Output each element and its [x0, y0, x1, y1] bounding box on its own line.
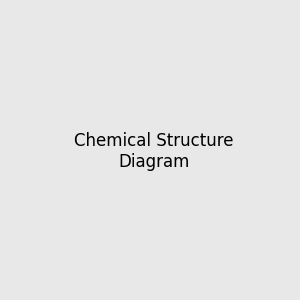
- Text: Chemical Structure
Diagram: Chemical Structure Diagram: [74, 132, 233, 171]
